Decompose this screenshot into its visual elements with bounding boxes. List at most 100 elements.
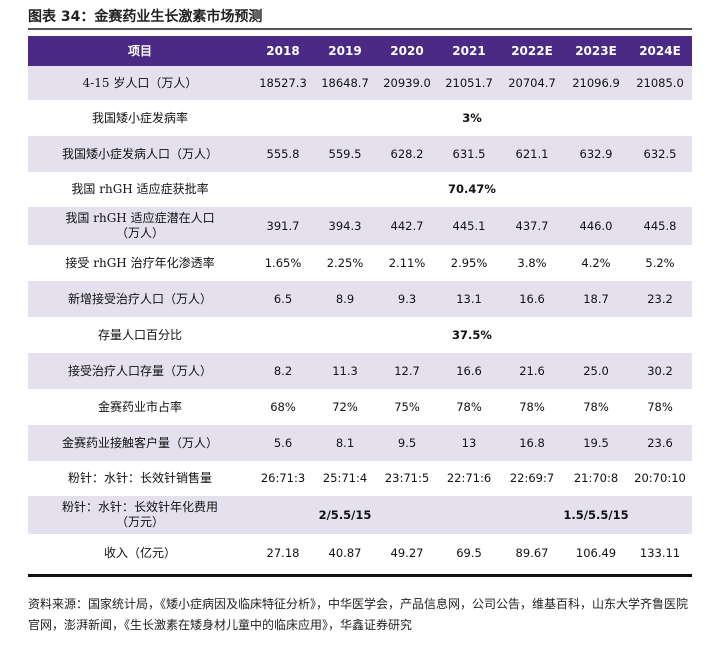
- cell: 13: [438, 425, 500, 461]
- cell: 631.5: [438, 136, 500, 172]
- table-row: 金赛药业市占率 68% 72% 75% 78% 78% 78% 78%: [28, 389, 692, 425]
- header-year: 2018: [252, 36, 314, 66]
- cell: 8.1: [314, 425, 376, 461]
- cell: 11.3: [314, 353, 376, 389]
- cell: 555.8: [252, 136, 314, 172]
- merged-cell: 70.47%: [252, 172, 692, 207]
- table-row: 我国矮小症发病率 3%: [28, 100, 692, 136]
- cell: 18527.3: [252, 66, 314, 100]
- cell: 18.7: [564, 281, 628, 317]
- table-row: 我国矮小症发病人口（万人） 555.8 559.5 628.2 631.5 62…: [28, 136, 692, 172]
- cell: 446.0: [564, 207, 628, 245]
- table-row: 4-15 岁人口（万人） 18527.3 18648.7 20939.0 210…: [28, 66, 692, 100]
- cell: 559.5: [314, 136, 376, 172]
- table-row: 新增接受治疗人口（万人） 6.5 8.9 9.3 13.1 16.6 18.7 …: [28, 281, 692, 317]
- row-label: 金赛药业接触客户量（万人）: [28, 425, 252, 461]
- row-label: 存量人口百分比: [28, 317, 252, 353]
- cell: 40.87: [314, 534, 376, 572]
- cell: 13.1: [438, 281, 500, 317]
- table-row: 接受治疗人口存量（万人） 8.2 11.3 12.7 16.6 21.6 25.…: [28, 353, 692, 389]
- cell: 133.11: [628, 534, 692, 572]
- cell: 9.3: [376, 281, 438, 317]
- cell: 75%: [376, 389, 438, 425]
- cell: 21085.0: [628, 66, 692, 100]
- cell: 442.7: [376, 207, 438, 245]
- cell: 632.9: [564, 136, 628, 172]
- row-label-line: （万人）: [115, 226, 164, 240]
- cell: 8.9: [314, 281, 376, 317]
- cell: 16.8: [500, 425, 564, 461]
- cell: 2.11%: [376, 245, 438, 281]
- cell: 20704.7: [500, 66, 564, 100]
- cell: 6.5: [252, 281, 314, 317]
- forecast-table: 项目 2018 2019 2020 2021 2022E 2023E 2024E…: [28, 36, 692, 572]
- row-label: 我国 rhGH 适应症获批率: [28, 172, 252, 207]
- cell: 78%: [628, 389, 692, 425]
- cell: 394.3: [314, 207, 376, 245]
- header-row: 项目 2018 2019 2020 2021 2022E 2023E 2024E: [28, 36, 692, 66]
- cell: 2.25%: [314, 245, 376, 281]
- cell: 16.6: [500, 281, 564, 317]
- row-label: 新增接受治疗人口（万人）: [28, 281, 252, 317]
- table-row: 粉针：水针：长效针销售量 26:71:3 25:71:4 23:71:5 22:…: [28, 461, 692, 496]
- cell: 21:70:8: [564, 461, 628, 496]
- cell: 21051.7: [438, 66, 500, 100]
- cell: 25.0: [564, 353, 628, 389]
- cell: 18648.7: [314, 66, 376, 100]
- title-divider: [28, 28, 692, 30]
- cell: 30.2: [628, 353, 692, 389]
- cell: 23:71:5: [376, 461, 438, 496]
- row-label: 我国矮小症发病人口（万人）: [28, 136, 252, 172]
- cell: 89.67: [500, 534, 564, 572]
- cell: 8.2: [252, 353, 314, 389]
- header-year: 2021: [438, 36, 500, 66]
- cell: 26:71:3: [252, 461, 314, 496]
- header-year: 2019: [314, 36, 376, 66]
- cell: 445.1: [438, 207, 500, 245]
- header-item: 项目: [28, 36, 252, 66]
- table-row: 接受 rhGH 治疗年化渗透率 1.65% 2.25% 2.11% 2.95% …: [28, 245, 692, 281]
- row-label-line: （万元）: [115, 515, 164, 529]
- merged-cell: 3%: [252, 100, 692, 136]
- cell: 632.5: [628, 136, 692, 172]
- row-label: 4-15 岁人口（万人）: [28, 66, 252, 100]
- row-label: 我国矮小症发病率: [28, 100, 252, 136]
- table-row: 金赛药业接触客户量（万人） 5.6 8.1 9.5 13 16.8 19.5 2…: [28, 425, 692, 461]
- cell: 391.7: [252, 207, 314, 245]
- cell: 16.6: [438, 353, 500, 389]
- cell: 628.2: [376, 136, 438, 172]
- header-year: 2022E: [500, 36, 564, 66]
- cell: 106.49: [564, 534, 628, 572]
- merged-cell: 2/5.5/15: [252, 496, 438, 534]
- cell: 9.5: [376, 425, 438, 461]
- cell: 5.6: [252, 425, 314, 461]
- table-row: 我国 rhGH 适应症潜在人口 （万人） 391.7 394.3 442.7 44…: [28, 207, 692, 245]
- cell: 23.2: [628, 281, 692, 317]
- row-label: 接受 rhGH 治疗年化渗透率: [28, 245, 252, 281]
- cell: 5.2%: [628, 245, 692, 281]
- table-row: 粉针：水针：长效针年化费用 （万元） 2/5.5/15 1.5/5.5/15: [28, 496, 692, 534]
- row-label: 接受治疗人口存量（万人）: [28, 353, 252, 389]
- table-row: 收入（亿元） 27.18 40.87 49.27 69.5 89.67 106.…: [28, 534, 692, 572]
- cell: 23.6: [628, 425, 692, 461]
- row-label: 金赛药业市占率: [28, 389, 252, 425]
- cell: 21.6: [500, 353, 564, 389]
- cell: 68%: [252, 389, 314, 425]
- cell: [438, 496, 500, 534]
- cell: 4.2%: [564, 245, 628, 281]
- row-label: 粉针：水针：长效针年化费用 （万元）: [28, 496, 252, 534]
- header-year: 2020: [376, 36, 438, 66]
- table-row: 存量人口百分比 37.5%: [28, 317, 692, 353]
- cell: 21096.9: [564, 66, 628, 100]
- cell: 72%: [314, 389, 376, 425]
- cell: 19.5: [564, 425, 628, 461]
- cell: 27.18: [252, 534, 314, 572]
- merged-cell: 1.5/5.5/15: [500, 496, 692, 534]
- row-label-line: 我国 rhGH 适应症潜在人口: [65, 211, 215, 225]
- header-year: 2024E: [628, 36, 692, 66]
- cell: 621.1: [500, 136, 564, 172]
- row-label-line: 粉针：水针：长效针年化费用: [61, 500, 218, 514]
- cell: 49.27: [376, 534, 438, 572]
- table-row: 我国 rhGH 适应症获批率 70.47%: [28, 172, 692, 207]
- merged-cell: 37.5%: [252, 317, 692, 353]
